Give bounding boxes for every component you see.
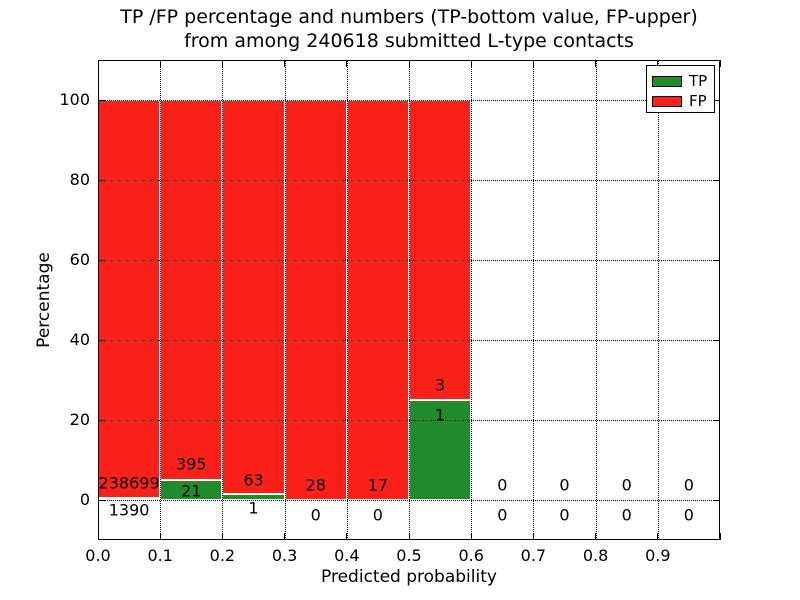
y-tick-mark <box>713 339 720 341</box>
v-gridline <box>409 60 410 540</box>
legend: TP FP <box>646 65 715 113</box>
x-tick-mark <box>221 533 224 540</box>
x-axis-label: Predicted probability <box>321 567 497 587</box>
fp-bar-segment <box>409 100 472 400</box>
tp-count-label: 0 <box>497 505 508 525</box>
legend-label-tp: TP <box>689 72 708 90</box>
tp-count-label: 0 <box>372 505 383 525</box>
chart-title-line2: from among 240618 submitted L-type conta… <box>184 30 634 52</box>
tp-count-label: 21 <box>181 481 202 501</box>
x-tick-label: 0.7 <box>520 546 547 565</box>
v-gridline <box>160 60 162 540</box>
y-tick-mark <box>713 499 720 501</box>
x-tick-label: 0.4 <box>334 546 360 565</box>
legend-item-tp: TP <box>647 71 714 91</box>
x-tick-label: 0.9 <box>645 546 671 565</box>
x-tick-label: 0.1 <box>147 546 173 565</box>
legend-item-fp: FP <box>647 91 714 111</box>
fp-bar-segment <box>284 100 347 500</box>
y-tick-label: 60 <box>69 250 90 269</box>
x-tick-label: 0.8 <box>582 546 609 565</box>
tp-count-label: 1390 <box>108 500 150 520</box>
chart-title-line1: TP /FP percentage and numbers (TP-bottom… <box>120 6 698 28</box>
tp-count-label: 0 <box>310 505 321 525</box>
x-tick-label: 0.0 <box>85 546 111 565</box>
x-tick-mark <box>532 60 535 67</box>
x-tick-mark <box>284 533 286 540</box>
x-tick-mark <box>408 60 410 67</box>
fp-bar-segment <box>346 100 409 500</box>
x-tick-mark <box>470 533 472 540</box>
y-tick-label: 0 <box>79 490 90 509</box>
y-tick-mark <box>713 259 720 261</box>
fp-count-label: 395 <box>176 454 207 474</box>
x-tick-mark <box>159 60 161 67</box>
v-gridline <box>533 60 535 540</box>
legend-label-fp: FP <box>689 92 707 110</box>
tp-count-label: 0 <box>559 505 570 525</box>
fp-count-label: 0 <box>497 475 508 495</box>
v-gridline <box>657 60 659 540</box>
x-tick-label: 0.2 <box>209 546 236 565</box>
x-tick-mark <box>284 60 286 67</box>
x-tick-mark <box>97 533 99 540</box>
y-tick-mark <box>98 99 105 101</box>
x-tick-mark <box>221 60 224 67</box>
tick-marks-layer <box>97 60 721 540</box>
y-tick-mark <box>98 179 105 181</box>
x-tick-mark <box>719 533 721 540</box>
y-tick-label: 40 <box>69 330 90 349</box>
tp-count-label: 0 <box>621 505 632 525</box>
tp-color-swatch <box>652 75 682 87</box>
v-gridline <box>222 60 224 540</box>
fp-count-label: 238699 <box>98 473 160 493</box>
v-gridline <box>346 60 348 540</box>
x-tick-label: 0.6 <box>458 546 484 565</box>
x-tick-mark <box>595 533 597 540</box>
v-gridline <box>284 60 286 540</box>
x-tick-mark <box>657 533 659 540</box>
x-tick-mark <box>159 533 161 540</box>
x-tick-mark <box>346 60 348 67</box>
x-tick-mark <box>408 533 410 540</box>
tp-count-label: 1 <box>435 405 446 425</box>
x-tick-mark <box>595 60 597 67</box>
bar-labels-layer: 238699 1390 395 21 63 1 28 0 17 0 3 1 0 0 0 0 0 0 0 0 <box>98 60 720 540</box>
fp-count-label: 17 <box>367 475 389 495</box>
fp-count-label: 28 <box>305 475 326 495</box>
fp-count-label: 0 <box>559 475 570 495</box>
fp-count-label: 3 <box>435 375 446 395</box>
v-gridline <box>595 60 597 540</box>
x-tick-mark <box>532 533 535 540</box>
v-gridline <box>471 60 473 540</box>
y-tick-mark <box>98 259 105 261</box>
x-tick-label: 0.5 <box>396 546 422 565</box>
fp-count-label: 63 <box>243 470 264 490</box>
y-tick-label: 100 <box>59 90 90 109</box>
fp-count-label: 0 <box>683 475 694 495</box>
y-tick-mark <box>98 499 105 501</box>
x-tick-label: 0.3 <box>271 546 298 565</box>
bars-layer <box>98 60 720 540</box>
x-tick-mark <box>719 60 721 67</box>
y-tick-mark <box>713 179 720 181</box>
y-tick-label: 20 <box>69 410 90 429</box>
fp-color-swatch <box>652 95 682 107</box>
x-tick-mark <box>470 60 472 67</box>
tp-count-label: 0 <box>683 505 694 525</box>
tp-count-label: 1 <box>248 498 259 518</box>
gridlines-layer <box>98 60 720 540</box>
x-tick-mark <box>97 60 99 67</box>
y-tick-mark <box>713 419 720 421</box>
x-tick-mark <box>346 533 348 540</box>
y-tick-mark <box>713 99 720 101</box>
y-tick-mark <box>98 419 105 421</box>
fp-count-label: 0 <box>621 475 632 495</box>
x-tick-mark <box>657 60 659 67</box>
y-tick-mark <box>98 339 105 341</box>
plot-area: 238699 1390 395 21 63 1 28 0 17 0 3 1 0 0 0 0 0 0 0 0 TP FP <box>97 60 721 540</box>
y-tick-label: 80 <box>69 170 90 189</box>
